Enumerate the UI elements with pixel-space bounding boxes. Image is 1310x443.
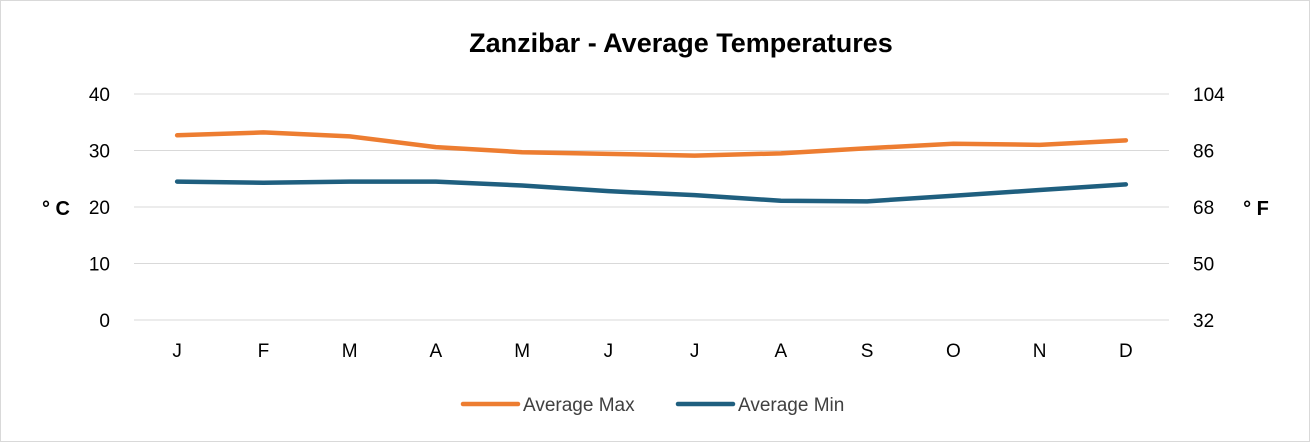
y-axis-left-label: ° C — [42, 198, 70, 220]
x-tick-label: F — [258, 341, 270, 362]
legend-label: Average Min — [738, 395, 844, 416]
x-tick-label: J — [690, 341, 700, 362]
x-tick-label: J — [172, 341, 182, 362]
y-tick-label: 0 — [99, 311, 110, 332]
x-tick-label: J — [604, 341, 614, 362]
y-tick-label: 10 — [89, 255, 110, 276]
y2-tick-label: 68 — [1193, 198, 1214, 219]
series-lines — [174, 130, 1129, 204]
x-tick-label: O — [946, 341, 961, 362]
y-tick-label: 30 — [89, 142, 110, 163]
y2-tick-label: 32 — [1193, 311, 1214, 332]
legend-label: Average Max — [523, 395, 635, 416]
y-axis-right-label: ° F — [1243, 198, 1269, 220]
y-tick-label: 20 — [89, 198, 110, 219]
y-tick-label: 40 — [89, 85, 110, 106]
x-tick-label: M — [514, 341, 530, 362]
x-tick-label: A — [430, 341, 443, 362]
x-tick-label: M — [342, 341, 358, 362]
series-line-average-min — [174, 179, 1129, 204]
x-tick-label: A — [775, 341, 788, 362]
gridlines — [134, 93, 1169, 321]
y-axis-right-ticks: 32 50 68 86 104 — [1193, 85, 1225, 332]
y2-tick-label: 86 — [1193, 142, 1214, 163]
x-tick-label: N — [1033, 341, 1047, 362]
y2-tick-label: 104 — [1193, 85, 1225, 106]
chart-title: Zanzibar - Average Temperatures — [469, 28, 893, 58]
x-tick-label: S — [861, 341, 874, 362]
y-axis-left-ticks: 0 10 20 30 40 — [89, 85, 110, 332]
x-tick-label: D — [1119, 341, 1133, 362]
legend: Average Max Average Min — [460, 395, 844, 416]
series-line-average-max — [174, 130, 1129, 158]
y2-tick-label: 50 — [1193, 255, 1214, 276]
